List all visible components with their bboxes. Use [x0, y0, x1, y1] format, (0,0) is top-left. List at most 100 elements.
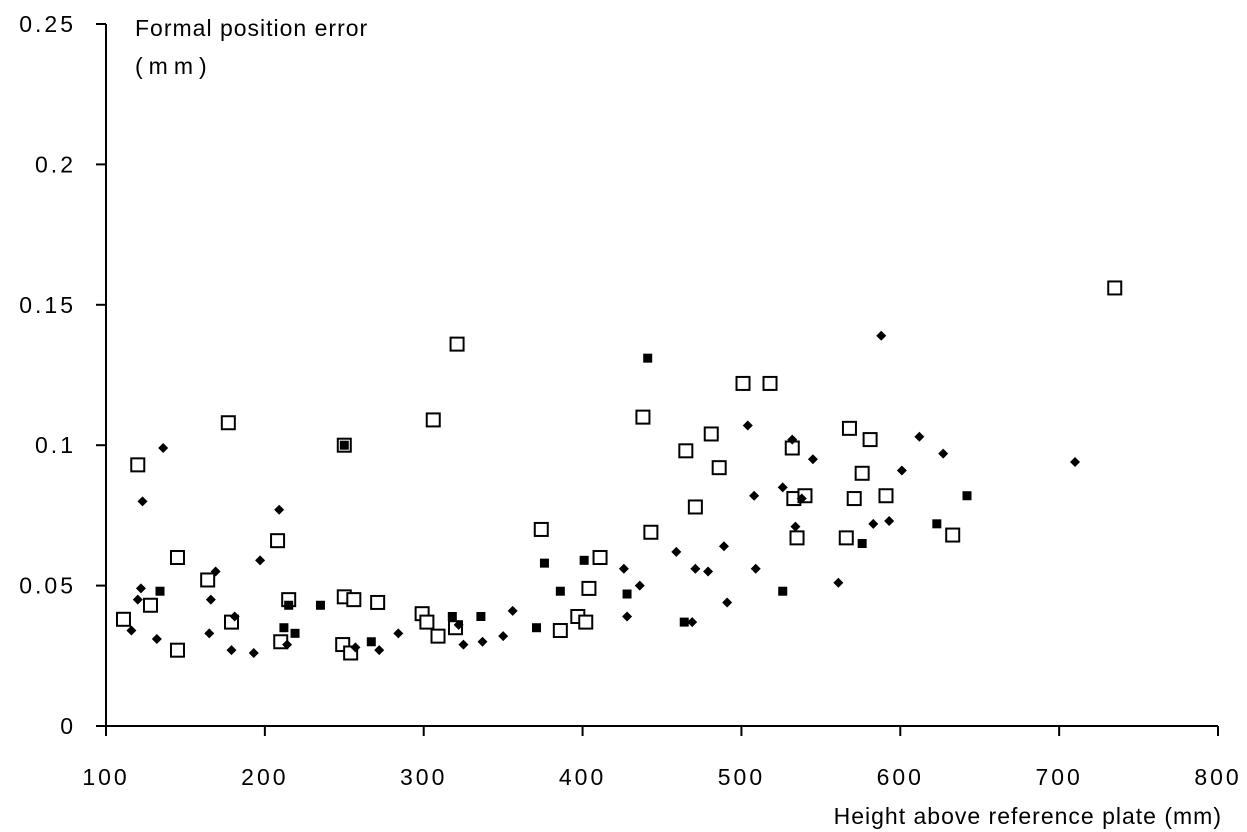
x-tick-label: 100: [82, 764, 129, 790]
x-tick-label: 500: [718, 764, 765, 790]
filled-square-point: [339, 440, 349, 450]
y-tick-label: 0.15: [19, 292, 76, 318]
open-square-point: [200, 572, 216, 588]
filled-square-point: [932, 519, 942, 529]
diamond-point: [671, 546, 682, 557]
diamond-point: [690, 563, 701, 574]
filled-square-point: [476, 611, 486, 621]
diamond-point: [618, 563, 629, 574]
diamond-point: [1070, 457, 1081, 468]
filled-square-point: [315, 600, 325, 610]
diamond-point: [374, 645, 385, 656]
open-square-point: [578, 614, 594, 630]
open-square-point: [703, 426, 719, 442]
filled-square-point: [539, 558, 549, 568]
filled-square-point: [778, 586, 788, 596]
diamond-point: [204, 628, 215, 639]
filled-square-point: [290, 628, 300, 638]
open-square-point: [169, 642, 185, 658]
open-square-point: [449, 336, 465, 352]
data-points: [115, 280, 1123, 661]
diamond-point: [498, 631, 509, 642]
diamond-point: [453, 619, 464, 630]
filled-square-point: [532, 623, 542, 633]
diamond-point: [126, 625, 137, 636]
open-square-point: [762, 375, 778, 391]
diamond-point: [896, 465, 907, 476]
open-square-point: [370, 594, 386, 610]
open-square-point: [1107, 280, 1123, 296]
open-square-point: [789, 530, 805, 546]
filled-square-point: [857, 538, 867, 548]
x-ticks: 100 200 300 400 500 600 700 800: [82, 726, 1239, 790]
diamond-point: [458, 639, 469, 650]
diamond-point: [777, 482, 788, 493]
filled-square-point: [962, 491, 972, 501]
open-square-point: [581, 580, 597, 596]
diamond-point: [137, 496, 148, 507]
open-square-point: [552, 623, 568, 639]
diamond-point: [226, 645, 237, 656]
y-tick-label: 0.1: [35, 432, 76, 458]
filled-square-point: [643, 353, 653, 363]
filled-square-point: [284, 600, 294, 610]
open-square-point: [430, 628, 446, 644]
diamond-point: [833, 577, 844, 588]
diamond-point: [722, 597, 733, 608]
diamond-point: [634, 580, 645, 591]
diamond-point: [393, 628, 404, 639]
open-square-point: [130, 457, 146, 473]
open-square-point: [115, 611, 131, 627]
filled-square-point: [579, 555, 589, 565]
open-square-point: [878, 488, 894, 504]
open-square-point: [270, 533, 286, 549]
open-square-point: [854, 465, 870, 481]
x-tick-label: 400: [559, 764, 606, 790]
y-axis-label-line-2: (mm): [135, 53, 213, 79]
x-tick-label: 300: [400, 764, 447, 790]
open-square-point: [862, 432, 878, 448]
diamond-point: [158, 443, 169, 454]
diamond-point: [248, 647, 259, 658]
diamond-point: [876, 330, 887, 341]
filled-square-point: [155, 586, 165, 596]
y-tick-label: 0.2: [35, 151, 76, 177]
diamond-point: [703, 566, 714, 577]
open-square-point: [142, 597, 158, 613]
diamond-point: [938, 448, 949, 459]
open-square-point: [533, 521, 549, 537]
open-square-point: [846, 491, 862, 507]
diamond-point: [742, 420, 753, 431]
diamond-point: [807, 454, 818, 465]
open-square-point: [945, 527, 961, 543]
open-square-point: [419, 614, 435, 630]
diamond-point: [282, 639, 293, 650]
open-square-point: [643, 524, 659, 540]
diamond-point: [718, 541, 729, 552]
diamond-point: [229, 611, 240, 622]
diamond-point: [477, 636, 488, 647]
filled-square-point: [279, 623, 289, 633]
open-square-point: [592, 550, 608, 566]
diamond-point: [350, 642, 361, 653]
open-square-point: [687, 499, 703, 515]
open-square-point: [635, 409, 651, 425]
y-tick-label: 0: [60, 713, 76, 739]
open-square-point: [678, 443, 694, 459]
diamond-point: [132, 594, 143, 605]
diamond-point: [135, 583, 146, 594]
filled-square-point: [622, 589, 632, 599]
diamond-point: [210, 566, 221, 577]
open-square-point: [346, 592, 362, 608]
y-axis-label-line-1: Formal position error: [135, 15, 368, 41]
diamond-point: [687, 617, 698, 628]
diamond-point: [151, 633, 162, 644]
diamond-point: [255, 555, 266, 566]
diamond-point: [205, 594, 216, 605]
diamond-point: [507, 605, 518, 616]
filled-square-point: [555, 586, 565, 596]
open-square-point: [169, 550, 185, 566]
diamond-point: [790, 521, 801, 532]
x-tick-label: 700: [1035, 764, 1082, 790]
